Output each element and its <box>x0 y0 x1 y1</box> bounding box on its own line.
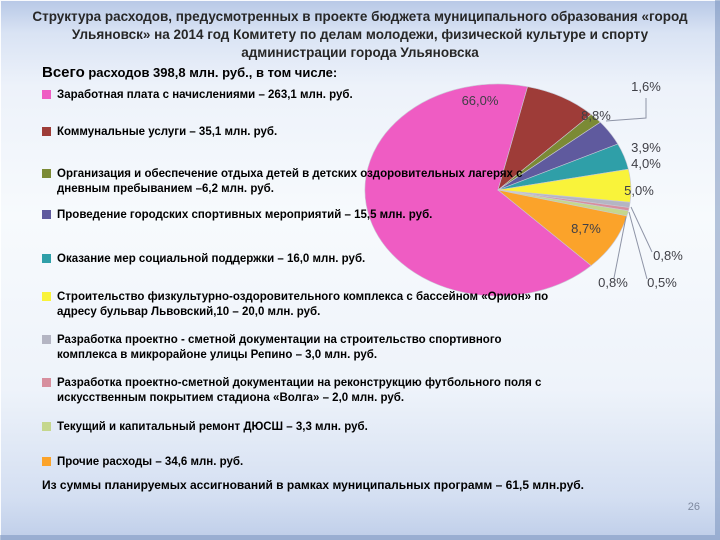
total-line-emphasis: Всего <box>42 64 85 81</box>
pie-percent-label: 8,7% <box>571 221 601 236</box>
legend-swatch <box>42 254 51 263</box>
legend-swatch <box>42 127 51 136</box>
legend-swatch <box>42 169 51 178</box>
pie-percent-label: 8,8% <box>581 108 611 123</box>
total-line: Всего расходов 398,8 млн. руб., в том чи… <box>42 64 337 81</box>
legend-swatch <box>42 210 51 219</box>
legend-label: Оказание мер социальной поддержки – 16,0… <box>57 253 366 265</box>
pie-percent-label: 0,8% <box>598 275 628 290</box>
pie-percent-label: 1,6% <box>631 79 661 94</box>
legend-label: Прочие расходы – 34,6 млн. руб. <box>57 456 244 468</box>
legend-label: Заработная плата с начислениями – 263,1 … <box>57 89 353 101</box>
total-line-text: расходов 398,8 млн. руб., в том числе: <box>84 65 338 80</box>
pie-percent-label: 3,9% <box>631 140 661 155</box>
pie-leader-line <box>628 211 648 280</box>
pie-percent-label: 0,5% <box>647 275 677 290</box>
legend-swatch <box>42 378 51 387</box>
pie-percent-label: 66,0% <box>462 93 499 108</box>
pie-leader-line <box>630 206 653 253</box>
legend-label: Разработка проектно-сметной документации… <box>57 377 542 404</box>
pie-slice-0 <box>364 83 592 297</box>
legend-label: Строительство физкультурно-оздоровительн… <box>57 291 549 318</box>
page-number: 26 <box>687 501 700 513</box>
legend-item: Организация и обеспечение отдыха детей в… <box>42 167 539 196</box>
pie-leader-line <box>613 216 627 279</box>
legend-swatch <box>42 457 51 466</box>
legend-item: Строительство физкультурно-оздоровительн… <box>42 290 557 319</box>
pie-leader-line <box>605 98 647 122</box>
legend-item: Текущий и капитальный ремонт ДЮСШ – 3,3 … <box>42 420 368 435</box>
legend-label: Коммунальные услуги – 35,1 млн. руб. <box>57 126 278 138</box>
pie-percent-label: 0,8% <box>653 248 683 263</box>
legend-label: Организация и обеспечение отдыха детей в… <box>57 168 523 195</box>
legend-swatch <box>42 90 51 99</box>
footer-note: Из суммы планируемых ассигнований в рамк… <box>42 478 585 492</box>
legend-item: Прочие расходы – 34,6 млн. руб. <box>42 455 243 470</box>
legend-item: Разработка проектно - сметной документац… <box>42 333 529 362</box>
legend-swatch <box>42 292 51 301</box>
legend-label: Проведение городских спортивных мероприя… <box>57 209 433 221</box>
pie-slice-9 <box>497 189 628 266</box>
legend-swatch <box>42 422 51 431</box>
legend-label: Текущий и капитальный ремонт ДЮСШ – 3,3 … <box>57 421 368 433</box>
slide-title: Структура расходов, предусмотренных в пр… <box>32 9 688 60</box>
legend-label: Разработка проектно - сметной документац… <box>57 334 502 361</box>
legend-item: Разработка проектно-сметной документации… <box>42 376 559 405</box>
pie-percent-label: 4,0% <box>631 156 661 171</box>
legend-item: Заработная плата с начислениями – 263,1 … <box>42 88 353 103</box>
legend-swatch <box>42 335 51 344</box>
legend-item: Коммунальные услуги – 35,1 млн. руб. <box>42 125 277 140</box>
legend-item: Проведение городских спортивных мероприя… <box>42 208 432 223</box>
pie-percent-label: 5,0% <box>624 183 654 198</box>
legend-item: Оказание мер социальной поддержки – 16,0… <box>42 252 365 267</box>
